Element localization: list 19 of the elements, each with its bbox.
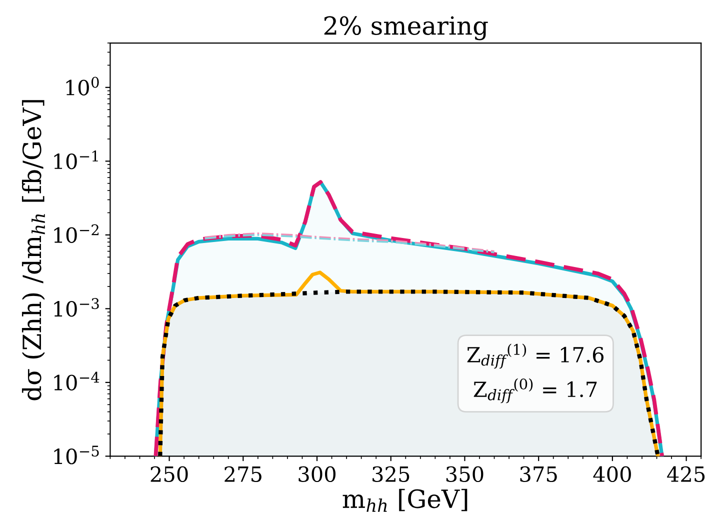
x-axis-title: m$_{hh}$ [GeV] — [342, 488, 468, 512]
x-tick-label: 375 — [520, 466, 557, 482]
y-tick-label: 10$^{−2}$ — [54, 224, 98, 243]
x-tick-label: 325 — [372, 466, 410, 482]
x-tick-label: 300 — [298, 466, 336, 482]
y-tick-label: 10$^{−3}$ — [54, 298, 99, 317]
x-tick-label: 400 — [593, 466, 631, 482]
annotation: Z$_{diff}$$^{(0)}$ = 1.7 — [474, 378, 597, 404]
y-tick-label: 10$^{−4}$ — [54, 372, 100, 390]
y-axis-title: dσ (Zhh) /dm$_{hh}$ [fb/GeV] — [22, 100, 45, 400]
x-tick-label: 425 — [667, 466, 705, 482]
x-tick-label: 350 — [446, 466, 484, 482]
chart-title: 2% smearing — [324, 16, 488, 40]
y-tick-label: 10$^{−5}$ — [54, 446, 99, 464]
y-tick-label: 10$^{−1}$ — [54, 150, 98, 170]
x-tick-label: 275 — [224, 466, 262, 482]
x-tick-label: 250 — [150, 466, 188, 482]
annotation: Z$_{diff}$$^{(1)}$ = 17.6 — [467, 344, 604, 369]
y-tick-label: 10$^{0}$ — [66, 76, 99, 96]
